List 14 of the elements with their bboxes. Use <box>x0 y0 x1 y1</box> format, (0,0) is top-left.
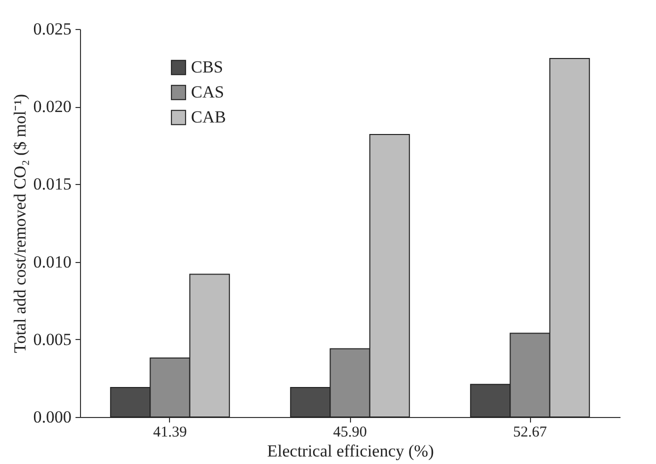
x-tick-label: 41.39 <box>153 424 187 440</box>
x-tick-label: 45.90 <box>333 424 367 440</box>
legend-label: CAS <box>191 82 224 102</box>
legend-label: CBS <box>191 58 224 76</box>
y-tick-label: 0.005 <box>33 330 72 349</box>
y-tick-label: 0.010 <box>33 252 72 272</box>
y-tick-label: 0.000 <box>33 408 72 426</box>
y-tick-label: 0.015 <box>33 174 72 194</box>
y-tick-label: 0.025 <box>33 20 72 38</box>
x-tick-label: 52.67 <box>513 424 548 440</box>
y-axis-title: Total add cost/removed CO₂ ($ mol⁻¹) <box>10 94 30 353</box>
y-tick-label: 0.020 <box>33 97 72 116</box>
x-axis-title: Electrical efficiency (%) <box>267 442 434 460</box>
legend-label: CAB <box>191 108 226 126</box>
